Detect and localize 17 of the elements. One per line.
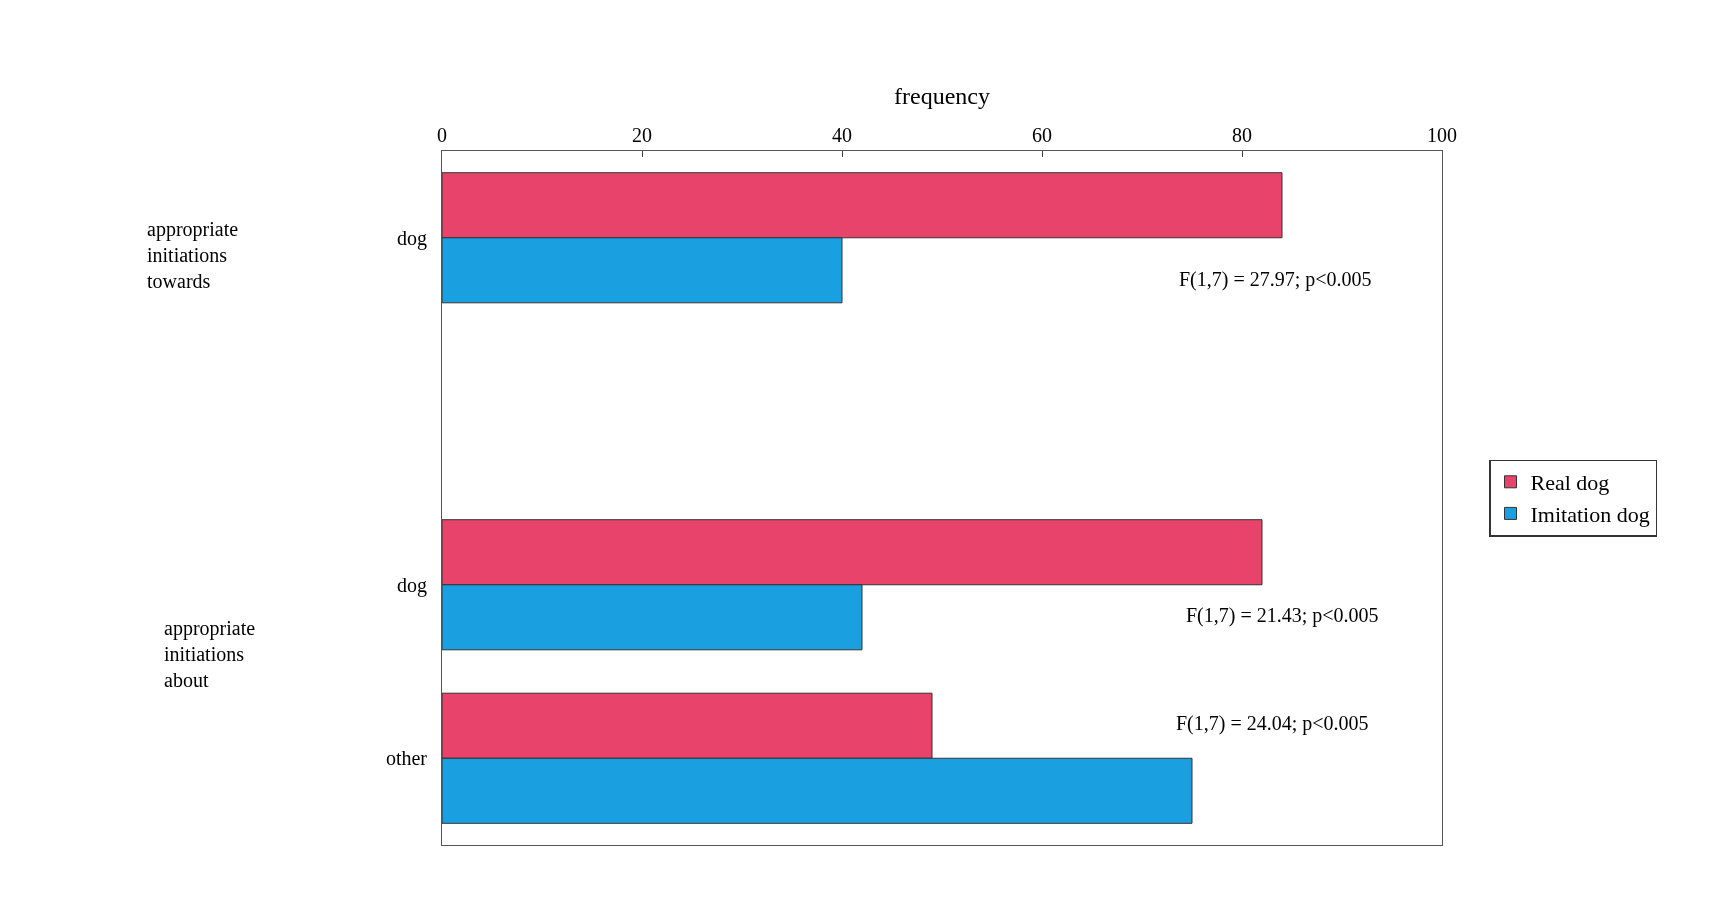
y-tick-label: dog <box>397 226 427 250</box>
x-tick-label: 80 <box>1232 124 1252 146</box>
x-tick-label: 0 <box>437 124 447 146</box>
annotation: F(1,7) = 21.43; p<0.005 <box>1186 604 1379 627</box>
y-tick-label: dog <box>397 573 427 597</box>
x-tick-label: 40 <box>832 124 852 146</box>
x-axis-title: frequency <box>894 83 990 110</box>
annotation: F(1,7) = 27.97; p<0.005 <box>1179 268 1372 291</box>
annotation: F(1,7) = 24.04; p<0.005 <box>1176 712 1369 735</box>
x-tick-label: 20 <box>632 124 652 146</box>
legend-label: Real dog <box>1530 470 1610 496</box>
legend-label: Imitation dog <box>1530 501 1650 527</box>
text: appropriate initiations about <box>164 617 256 691</box>
x-tick-label: 100 <box>1427 124 1457 146</box>
y-tick-label: other <box>385 747 428 770</box>
x-tick-label: 60 <box>1032 124 1052 146</box>
text: appropriate initiations towards <box>147 218 239 292</box>
